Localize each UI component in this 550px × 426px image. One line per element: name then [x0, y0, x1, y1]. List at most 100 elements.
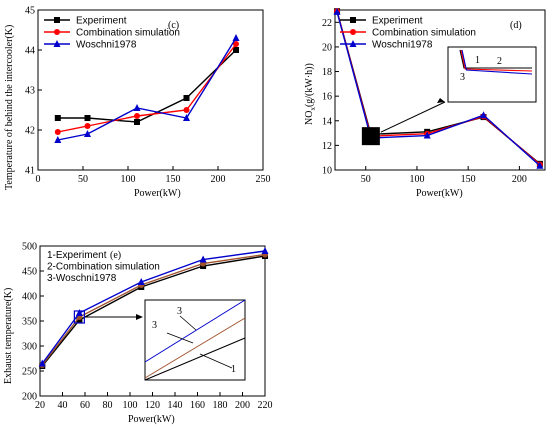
y-tick-label: 16: [322, 92, 332, 103]
data-point: [134, 113, 140, 119]
legend-label: Combination simulation: [76, 28, 180, 39]
x-tick-label: 60: [80, 400, 90, 411]
panel-d-x-label: Power(kW): [416, 188, 463, 199]
panel-c-series: [54, 34, 240, 143]
y-tick-label: 300: [22, 342, 37, 353]
legend-marker: [54, 17, 60, 23]
x-tick-label: 180: [213, 400, 228, 411]
x-tick-label: 0: [36, 174, 41, 185]
data-point: [84, 115, 91, 121]
data-point: [183, 114, 190, 121]
inset-series-line: [144, 337, 246, 381]
panel-d-y-label-sub: x: [309, 107, 317, 111]
y-tick-label: 450: [22, 267, 37, 278]
data-point: [133, 104, 141, 111]
y-tick-label: 42: [25, 126, 35, 137]
legend-label: Combination simulation: [372, 28, 476, 39]
panel-d-zoom-inset: 1 2 3: [361, 46, 537, 146]
y-tick-label: 44: [25, 46, 35, 57]
data-point: [84, 123, 91, 129]
legend-label: Experiment: [372, 16, 423, 27]
y-tick-label: 400: [22, 292, 37, 303]
data-point: [333, 7, 341, 15]
data-point: [38, 359, 46, 367]
data-point: [54, 115, 61, 121]
panel-c-axes: 0 50 100 150 200 250 41 42 43 44 45: [25, 6, 271, 186]
x-tick-label: 250: [256, 174, 271, 185]
legend-label: 2-Combination simulation: [47, 262, 160, 273]
zoom-arrow: [380, 101, 446, 133]
legend-label: Experiment: [76, 16, 127, 27]
data-point: [54, 136, 62, 143]
panel-e-series: [38, 247, 269, 369]
panel-e-x-label: Power(kW): [128, 414, 175, 425]
legend-label: Woschni1978: [76, 40, 137, 51]
data-point: [232, 34, 240, 41]
x-tick-label: 100: [409, 174, 424, 185]
x-tick-label: 50: [78, 174, 88, 185]
x-tick-label: 150: [166, 174, 181, 185]
y-tick-label: 20: [322, 42, 332, 53]
x-tick-label: 140: [168, 400, 183, 411]
panel-d-y-label: NOx(g/(kW·h)): [304, 63, 317, 125]
y-tick-label: 350: [22, 317, 37, 328]
panel-e-y-label: Exhaust temperature(K): [3, 288, 14, 384]
panel-c-temperature-chart: 0 50 100 150 200 250 41 42 43 44 45 Power(kW) Temp…: [4, 6, 271, 200]
data-point: [233, 41, 239, 47]
series-line: [57, 37, 237, 141]
x-tick-label: 200: [235, 400, 250, 411]
x-tick-label: 200: [211, 174, 226, 185]
data-point: [183, 107, 190, 113]
inset-label: 3: [152, 320, 157, 331]
y-tick-label: 12: [322, 141, 332, 152]
inset-label: 3: [177, 306, 182, 317]
legend-marker: [349, 40, 357, 47]
panel-d-y-label-main: NO: [304, 111, 315, 125]
x-tick-label: 100: [121, 174, 136, 185]
x-tick-label: 100: [123, 400, 138, 411]
panel-e-axes: 20 40 60 80 100 120 140 160 180 200 22020025030035…: [22, 242, 273, 412]
inset-label: 1: [231, 364, 236, 375]
inset-frame: [144, 299, 246, 381]
x-tick-label: 220: [258, 400, 273, 411]
inset-leader: [179, 315, 197, 331]
y-tick-label: 200: [22, 392, 37, 403]
legend-marker: [350, 29, 356, 35]
data-point: [84, 130, 91, 137]
legend-label: 3-Woschni1978: [47, 273, 117, 284]
data-point: [137, 278, 145, 285]
y-tick-label: 43: [25, 86, 35, 97]
y-tick-label: 45: [25, 6, 35, 17]
panel-d-label: (d): [510, 20, 522, 31]
x-tick-label: 120: [145, 400, 160, 411]
series-line: [57, 49, 237, 123]
y-tick-label: 250: [22, 367, 37, 378]
arrow-head: [437, 98, 445, 103]
inset-label: 3: [460, 72, 465, 83]
inset-series-line: [460, 49, 533, 72]
data-point: [261, 247, 269, 254]
inset-label: 2: [497, 56, 502, 67]
panel-e-zoom-inset: 3 3 1: [73, 299, 246, 381]
panel-d-y-label-rest: (g/(kW·h)): [304, 63, 315, 107]
data-point: [423, 131, 431, 139]
panel-e-exhaust-chart: 20 40 60 80 100 120 140 160 180 200 22020025030035…: [3, 242, 273, 426]
legend-label: Woschni1978: [372, 40, 433, 51]
legend-marker: [54, 29, 60, 35]
y-tick-label: 22: [322, 18, 332, 29]
x-tick-label: 80: [103, 400, 113, 411]
x-tick-label: 200: [512, 174, 527, 185]
y-tick-label: 500: [22, 242, 37, 253]
legend-marker: [53, 40, 61, 47]
legend-label: 1-Experiment: [47, 250, 107, 261]
inset-leader: [199, 353, 233, 369]
y-tick-label: 41: [25, 166, 35, 177]
panel-c-x-label: Power(kW): [134, 188, 181, 199]
inset-series-line: [144, 317, 246, 379]
panel-d-frame: [334, 9, 546, 171]
legend-marker: [350, 17, 356, 23]
